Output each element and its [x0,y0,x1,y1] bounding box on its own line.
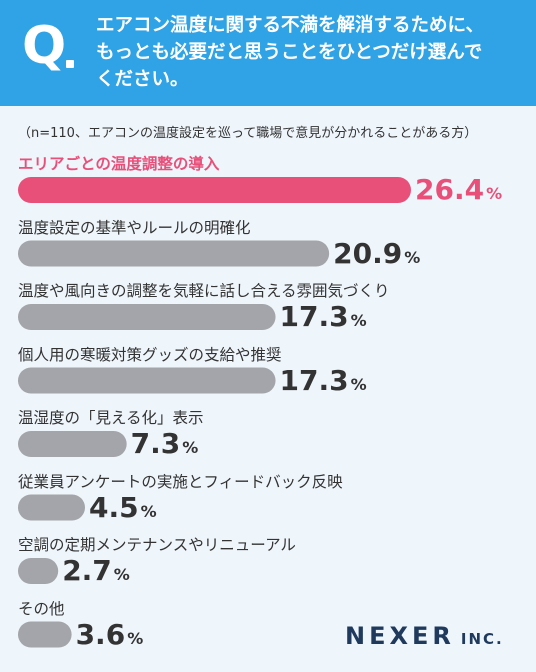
sample-note: （n=110、エアコンの温度設定を巡って職場で意見が分かれることがある方） [18,126,478,141]
brand-logo: NEXER INC. [345,622,504,650]
bar [18,494,85,521]
bar [18,240,330,267]
value-label: 17.3% [279,363,367,397]
q-dot [66,60,74,68]
bar [18,558,59,584]
q-mark-icon: Q [22,16,67,76]
category-label: その他 [18,599,65,618]
value-label: 4.5% [88,490,157,524]
question-text: エアコン温度に関する不満を解消するために、 もっとも必要だと思うことをひとつだけ… [96,12,526,93]
question-line-3: ください。 [96,69,189,90]
bar [18,621,72,648]
bar [18,304,276,330]
value-label: 26.4% [415,173,503,206]
question-line-2: もっとも必要だと思うことをひとつだけ選んで [96,42,483,63]
value-label: 17.3% [279,300,367,333]
category-label: 温度設定の基準やルールの明確化 [18,218,251,237]
value-label: 7.3% [130,427,199,460]
question-line-1: エアコン温度に関する不満を解消するために、 [96,15,484,36]
question-header: Q エアコン温度に関する不満を解消するために、 もっとも必要だと思うことをひとつ… [0,0,536,106]
category-label: 温湿度の「見える化」表示 [18,409,204,427]
category-label: 個人用の寒暖対策グッズの支給や推奨 [18,345,282,364]
value-label: 20.9% [333,236,421,270]
bar [18,431,127,457]
category-label: 従業員アンケートの実施とフィードバック反映 [18,472,343,491]
value-label: 3.6% [75,617,144,651]
value-label: 2.7% [62,554,130,587]
category-label: エリアごとの温度調整の導入 [18,155,220,173]
brand-suffix: INC. [460,630,504,648]
bar [18,177,411,203]
category-label: 空調の定期メンテナンスやリニューアル [18,536,296,554]
brand-name: NEXER [345,622,455,650]
bar [18,367,276,394]
category-label: 温度や風向きの調整を気軽に話し合える雰囲気づくり [18,282,390,300]
